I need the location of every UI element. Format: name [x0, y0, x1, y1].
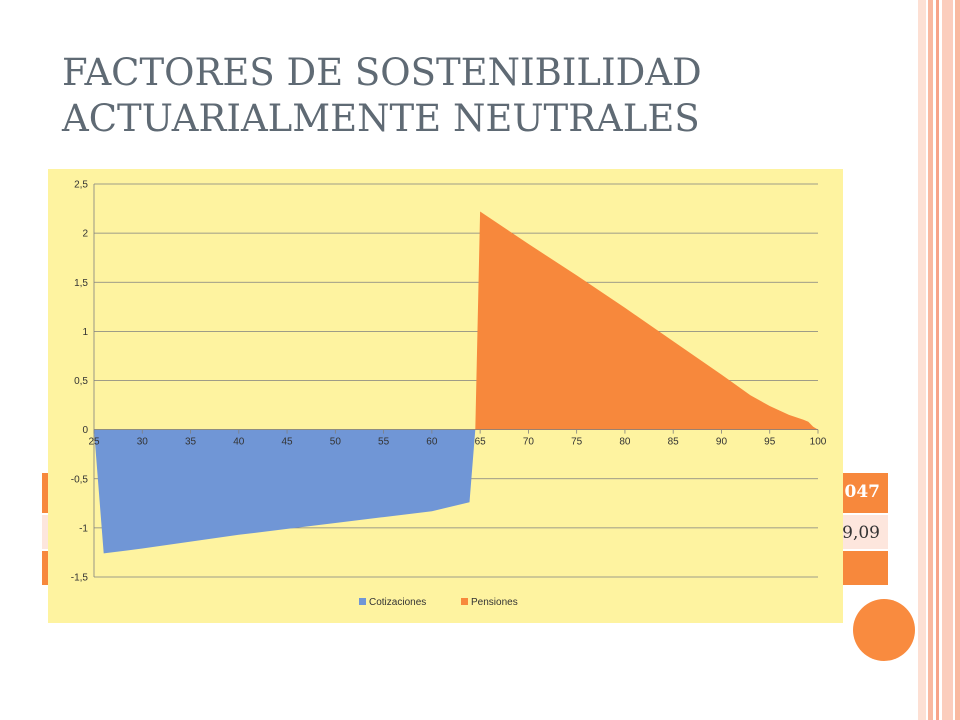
y-tick-label: 2,5	[74, 180, 88, 191]
x-tick-label: 95	[764, 437, 776, 448]
deco-bar	[942, 0, 953, 720]
deco-bar	[918, 0, 926, 720]
deco-bar	[936, 0, 939, 720]
x-tick-label: 55	[378, 437, 390, 448]
x-tick-label: 30	[137, 437, 149, 448]
x-tick-label: 85	[668, 437, 680, 448]
page-title: FACTORES DE SOSTENIBILIDAD ACTUARIALMENT…	[62, 50, 822, 142]
y-tick-label: -1,5	[71, 573, 89, 584]
y-tick-label: 1	[82, 327, 88, 338]
x-tick-label: 45	[282, 437, 294, 448]
x-tick-label: 70	[523, 437, 535, 448]
legend-label: Pensiones	[471, 597, 518, 608]
area-chart: 2,5 2 1,5 1 0,5 0 -0,5 -1 -1,5 25 30 35 40 45 50 55 60 65…	[48, 169, 843, 623]
x-tick-label: 90	[716, 437, 728, 448]
decorative-side-bars	[918, 0, 960, 720]
title-line-1: FACTORES DE SOSTENIBILIDAD	[62, 51, 702, 94]
chart-svg: 2,5 2 1,5 1 0,5 0 -0,5 -1 -1,5 25 30 35 40 45 50 55 60 65…	[71, 180, 827, 609]
legend-swatch	[461, 598, 468, 605]
x-tick-label: 35	[185, 437, 197, 448]
decorative-circle	[853, 599, 915, 661]
series-area-cotizaciones	[94, 429, 476, 554]
x-tick-label: 75	[571, 437, 583, 448]
legend-swatch	[359, 598, 366, 605]
y-tick-label: -0,5	[71, 474, 89, 485]
x-tick-label: 50	[330, 437, 342, 448]
y-tick-label: 2	[82, 229, 88, 240]
title-line-2: ACTUARIALMENTE NEUTRALES	[62, 97, 700, 140]
series-area-pensiones	[475, 211, 818, 430]
x-tick-label: 25	[88, 437, 100, 448]
y-tick-label: 1,5	[74, 278, 88, 289]
x-tick-label: 100	[810, 437, 827, 448]
x-tick-label: 60	[426, 437, 438, 448]
y-tick-label: 0,5	[74, 376, 88, 387]
table-cell-value: 047	[844, 482, 881, 502]
table-cell-value: 9,09	[842, 523, 880, 543]
x-tick-label: 40	[233, 437, 245, 448]
deco-bar	[928, 0, 933, 720]
y-tick-label: 0	[82, 425, 88, 436]
y-tick-label: -1	[79, 523, 88, 534]
deco-bar	[955, 0, 960, 720]
x-tick-label: 80	[619, 437, 631, 448]
legend-label: Cotizaciones	[369, 597, 426, 608]
x-tick-label: 65	[475, 437, 487, 448]
